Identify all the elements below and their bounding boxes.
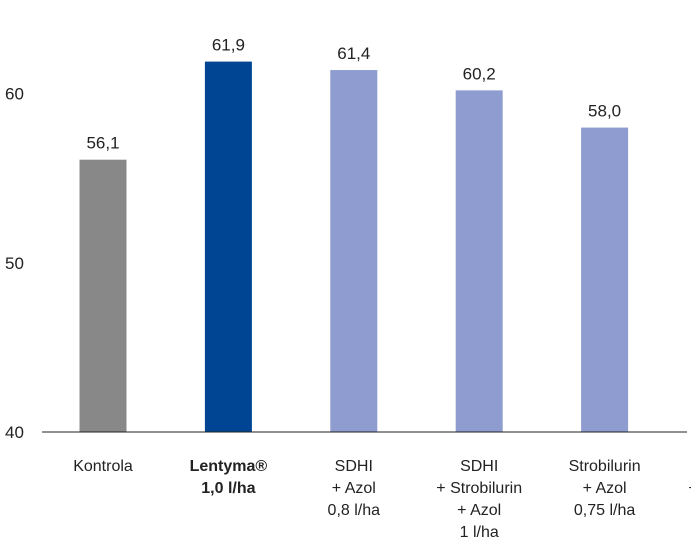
- value-label: 58,0: [588, 102, 621, 121]
- value-label: 61,9: [212, 36, 245, 55]
- category-label-line: 0,8 l/ha: [328, 502, 381, 519]
- category-label-line: 0,75 l/ha: [574, 502, 635, 519]
- category-label-line: Kontrola: [73, 458, 133, 475]
- y-tick-label: 40: [5, 423, 24, 442]
- category-label-line: + Strobilurin: [436, 480, 522, 497]
- category-label-line: 1,0 l/ha: [201, 480, 255, 497]
- bar: [79, 159, 127, 432]
- category-labels: Kontrola Lentyma® 1,0 l/ha SDHI + Azol 0,8 l/…: [73, 458, 691, 541]
- bars: [79, 61, 629, 433]
- bar: [581, 127, 629, 432]
- bar: [455, 90, 503, 433]
- category-label: SDHI+ strobilurin1,5 l/ha: [688, 458, 691, 519]
- category-label: SDHI + Strobilurin + Azol 1 l/ha: [436, 458, 522, 541]
- category-label-line: 1 l/ha: [460, 524, 499, 541]
- value-label: 56,1: [86, 134, 119, 153]
- category-label-line: + Azol: [583, 480, 627, 497]
- category-label-line: Strobilurin: [569, 458, 641, 475]
- category-label: SDHI + Azol 0,8 l/ha: [328, 458, 381, 519]
- category-label-line: + Azol: [457, 502, 501, 519]
- y-tick-label: 60: [5, 85, 24, 104]
- category-label-line: SDHI: [335, 458, 373, 475]
- category-label-line: Lentyma®: [190, 458, 268, 475]
- category-label: Strobilurin + Azol 0,75 l/ha: [569, 458, 641, 519]
- category-label-line: SDHI: [460, 458, 498, 475]
- category-label: Lentyma® 1,0 l/ha: [190, 458, 268, 497]
- y-axis-ticks: 40 50 60: [5, 85, 24, 442]
- bar: [330, 70, 378, 433]
- bar: [204, 61, 252, 433]
- y-tick-label: 50: [5, 254, 24, 273]
- category-label: Kontrola: [73, 458, 133, 475]
- value-labels: 56,161,961,460,258,059,0: [86, 36, 621, 153]
- category-label-line: + Azol: [332, 480, 376, 497]
- value-label: 60,2: [463, 64, 496, 83]
- category-label-line: + strobilurin: [688, 480, 691, 497]
- value-label: 61,4: [337, 44, 370, 63]
